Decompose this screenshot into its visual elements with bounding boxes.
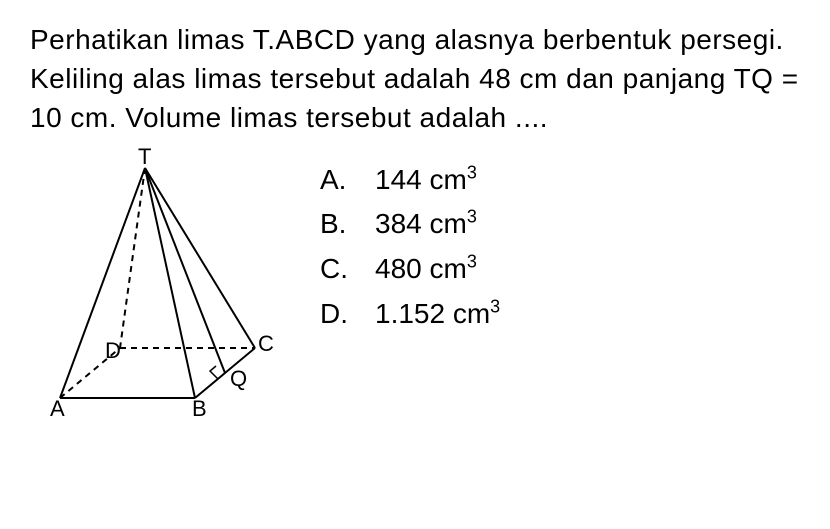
question-text: Perhatikan limas T.ABCD yang alasnya ber… (30, 20, 800, 138)
option-letter: D. (320, 292, 375, 337)
option-b: B. 384 cm3 (320, 202, 800, 247)
answer-options: A. 144 cm3 B. 384 cm3 C. 480 cm3 D. 1.15… (290, 148, 800, 337)
pyramid-diagram: T A B C D Q (30, 148, 290, 428)
label-d: D (105, 338, 121, 363)
option-value: 1.152 cm3 (375, 292, 800, 337)
option-a: A. 144 cm3 (320, 158, 800, 203)
label-b: B (192, 396, 207, 421)
content-row: T A B C D Q A. 144 cm3 B. 384 cm3 C. 480… (30, 148, 800, 428)
option-c: C. 480 cm3 (320, 247, 800, 292)
label-a: A (50, 396, 65, 421)
label-t: T (138, 148, 151, 169)
option-value: 144 cm3 (375, 158, 800, 203)
option-letter: C. (320, 247, 375, 292)
option-letter: A. (320, 158, 375, 203)
option-letter: B. (320, 202, 375, 247)
label-q: Q (230, 366, 247, 391)
option-d: D. 1.152 cm3 (320, 292, 800, 337)
label-c: C (258, 331, 274, 356)
option-value: 480 cm3 (375, 247, 800, 292)
option-value: 384 cm3 (375, 202, 800, 247)
